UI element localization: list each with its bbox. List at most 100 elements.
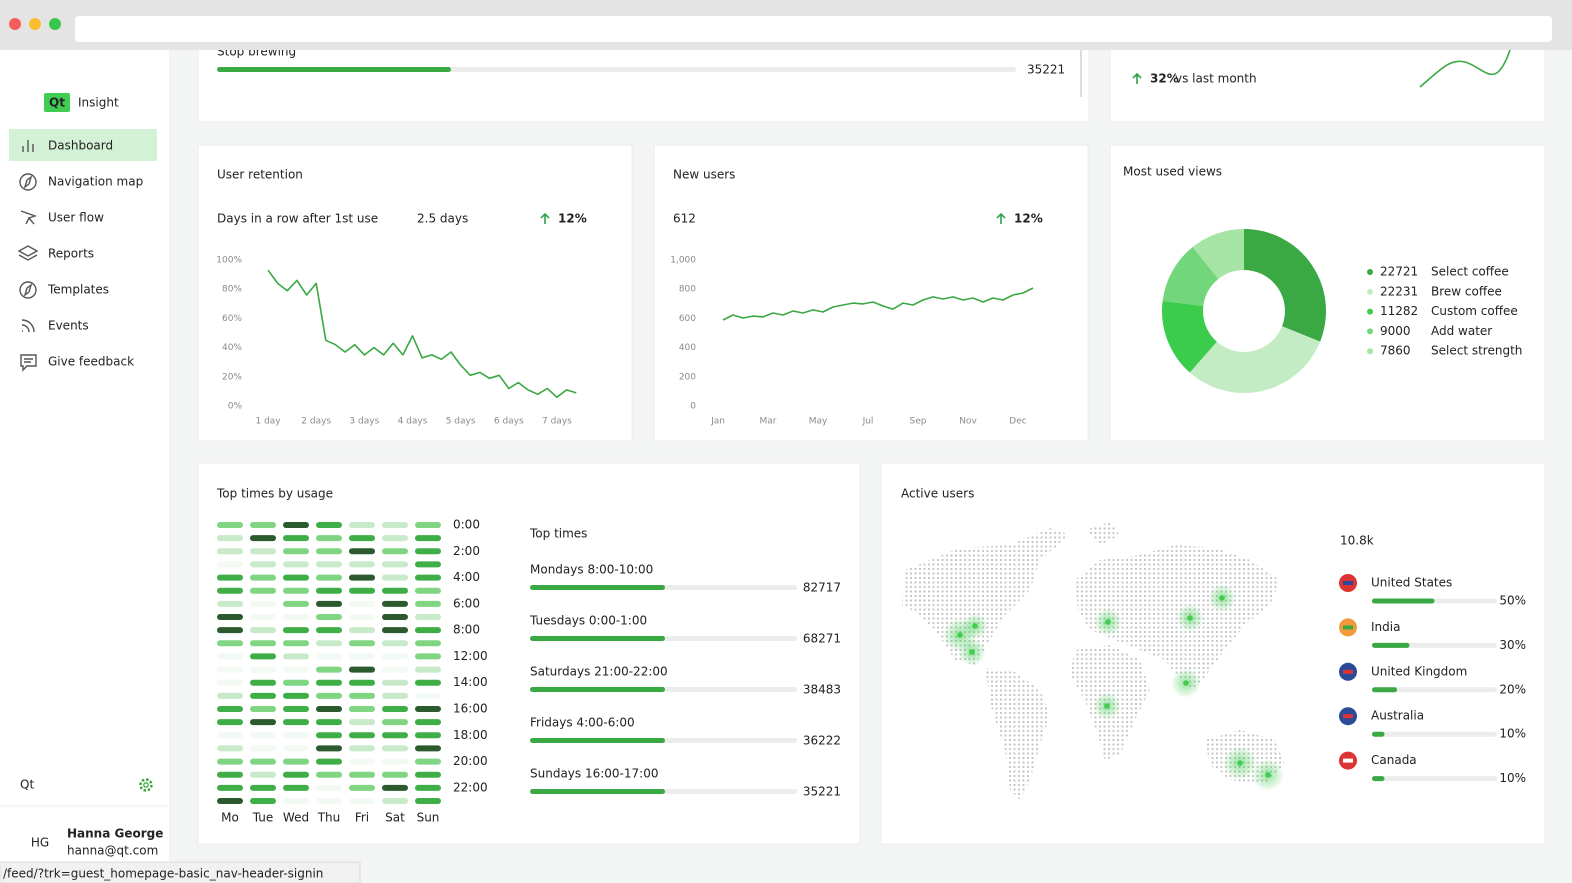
x-tick-label: 1 day [255,417,281,427]
heat-cell [283,706,309,712]
heat-cell [283,627,309,634]
up-arrow [540,212,550,224]
settings-icon-center [143,782,149,788]
progress-fill [530,738,665,743]
row-label: 22:00 [453,780,488,794]
nav-item[interactable]: Templates [47,283,109,297]
row-label: 20:00 [453,754,488,768]
logo-text: Insight [78,96,119,110]
heat-cell [316,732,342,739]
chart-subtitle: Days in a row after 1st use [217,212,378,226]
legend-dot [1367,288,1373,295]
change-note: vs last month [1175,72,1257,86]
row-label: 4:00 [453,570,480,584]
heat-cell [217,692,243,699]
heat-cell [382,771,408,778]
headline: 2.5 days [417,212,468,226]
change: 32% [1150,72,1179,86]
row-label: 16:00 [453,702,488,716]
top-time-value: 82717 [803,581,841,595]
heat-cell [349,614,375,620]
heat-cell [250,653,276,660]
y-tick-label: 60% [222,314,242,324]
x-tick-label: 3 days [349,417,379,427]
heat-cell [217,574,243,581]
settings-icon[interactable] [139,778,153,792]
user-name: Hanna George [67,827,163,841]
heat-cell [349,535,375,542]
nav-icon [20,210,38,225]
map-point [1237,760,1243,766]
heat-cell [250,706,276,712]
heat-cell [349,600,375,607]
nav-item[interactable]: Dashboard [48,139,113,153]
heat-cell [250,574,276,581]
heat-cell [283,758,309,765]
column-label: Sat [385,811,405,825]
pie-slice [1162,301,1217,373]
country-bar [1372,598,1435,604]
heat-cell [250,548,276,555]
heat-cell [283,574,309,581]
heat-cell [217,600,243,607]
heat-cell [283,798,309,804]
heat-cell [283,719,309,726]
legend-label: Select coffee [1431,265,1509,279]
heat-cell [415,522,441,528]
country-share: 20% [1499,682,1526,696]
heat-cell [283,732,309,739]
heat-cell [316,719,342,726]
heat-cell [250,771,276,778]
y-tick-label: 800 [679,285,696,295]
nav-icon [17,245,39,261]
country-name: Canada [1371,753,1417,767]
nav-item[interactable]: User flow [48,211,104,225]
nav-item[interactable]: Give feedback [48,355,134,369]
map-point [957,632,963,638]
nav-item[interactable]: Events [48,319,89,333]
heat-cell [217,771,243,778]
heat-cell [217,535,243,542]
nav-item[interactable]: Reports [48,247,94,261]
heat-cell [316,706,342,712]
nav-item[interactable]: Navigation map [48,175,143,189]
heat-cell [316,627,342,634]
map-point [1265,772,1271,778]
heat-cell [316,561,342,568]
map-point [1104,703,1110,709]
heat-cell [382,548,408,555]
legend-label: Add water [1431,324,1492,338]
heat-cell [415,758,441,765]
window-button [29,18,41,30]
heat-cell [349,561,375,568]
line-series [267,269,577,398]
heat-cell [382,692,408,699]
top-time-label: Sundays 16:00-17:00 [530,767,658,781]
x-tick-label: Nov [959,417,977,427]
top-time-value: 38483 [803,683,841,697]
heat-cell [415,706,441,712]
heat-cell [415,574,441,581]
heat-cell [316,679,342,686]
x-tick-label: 5 days [446,417,476,427]
x-tick-label: Mar [760,417,777,427]
heat-cell [415,600,441,607]
country-bar [1372,642,1410,648]
heat-cell [415,548,441,555]
heat-cell [316,535,342,542]
chart-title: Most used views [1123,165,1222,179]
heat-cell [382,798,408,804]
heat-cell [382,535,408,542]
heat-cell [316,666,342,673]
progress-fill [530,687,665,692]
heat-cell [283,522,309,528]
top-time-label: Saturdays 21:00-22:00 [530,665,668,679]
heat-cell [250,522,276,528]
pie-slice [1192,229,1244,280]
heat-cell [217,784,243,791]
heat-cell [349,653,375,660]
heat-cell [415,771,441,778]
legend-value: 22721 [1380,265,1418,279]
heat-cell [217,587,243,594]
heat-cell [382,587,408,594]
